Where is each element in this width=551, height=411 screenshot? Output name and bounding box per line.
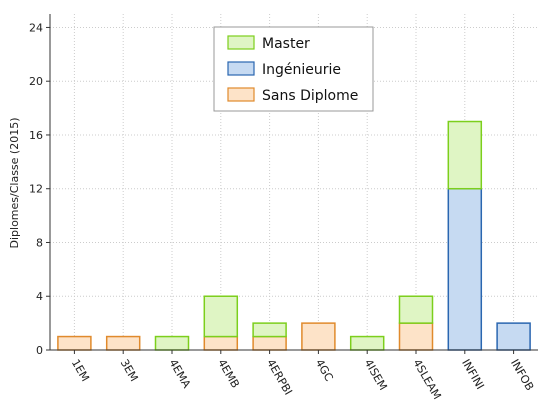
- y-axis-label: Diplomes/Classe (2015): [8, 118, 21, 249]
- y-tick-label: 4: [36, 290, 43, 303]
- legend: Master Ingénieurie Sans Diplome: [213, 26, 374, 112]
- y-tick-label: 12: [29, 183, 43, 196]
- bar-segment: [105, 335, 141, 351]
- bar-segment: [203, 295, 239, 338]
- y-tick-label: 24: [29, 21, 43, 34]
- y-tick-label: 20: [29, 75, 43, 88]
- bar-segment: [252, 322, 287, 338]
- bar-segment: [252, 335, 287, 351]
- bar-segment: [398, 322, 434, 351]
- legend-swatch: [227, 61, 255, 76]
- legend-swatch: [227, 87, 255, 102]
- legend-label: Master: [262, 36, 310, 52]
- bar-segment: [447, 120, 483, 190]
- bar-segment: [496, 322, 531, 351]
- bar-segment: [398, 295, 434, 324]
- legend-label: Sans Diplome: [262, 88, 358, 104]
- y-tick-labels: 0 4 8 12 16 20 24: [29, 21, 43, 357]
- y-tick-label: 8: [36, 236, 43, 249]
- axes: [46, 14, 538, 354]
- bars: [57, 120, 531, 351]
- y-tick-label: 0: [36, 344, 43, 357]
- bar-segment: [447, 187, 483, 351]
- bar-segment: [203, 335, 239, 351]
- bar-segment: [349, 335, 385, 351]
- bar-segment: [57, 335, 92, 351]
- bar-segment: [154, 335, 190, 351]
- bar-segment: [301, 322, 336, 351]
- y-tick-label: 16: [29, 129, 43, 142]
- legend-label: Ingénieurie: [262, 62, 341, 78]
- legend-swatch: [227, 35, 255, 50]
